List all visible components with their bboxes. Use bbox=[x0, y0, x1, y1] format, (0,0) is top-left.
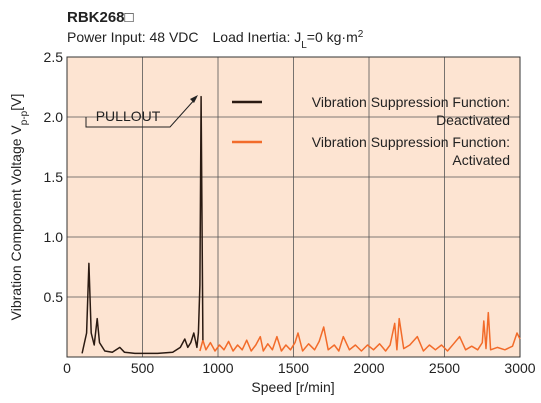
y-tick-label: 2.5 bbox=[44, 49, 64, 65]
x-tick-label: 3000 bbox=[504, 360, 535, 376]
text-part: =0 kg·m bbox=[307, 29, 358, 45]
annotation-leader bbox=[85, 97, 197, 128]
x-tick-label: 500 bbox=[131, 360, 155, 376]
x-axis-label: Speed [r/min] bbox=[251, 379, 334, 395]
x-tick-label: 2000 bbox=[353, 360, 384, 376]
y-axis-label: Vibration Component Voltage Vp-p[V] bbox=[8, 94, 30, 321]
plot-frame bbox=[66, 56, 521, 358]
y-tick-label: 1.5 bbox=[44, 169, 64, 185]
x-tick-label: 2500 bbox=[429, 360, 460, 376]
y-tick-label: 0.5 bbox=[44, 289, 64, 305]
text-part: L bbox=[301, 40, 307, 51]
y-tick-label: 2.0 bbox=[44, 109, 64, 125]
series-line bbox=[199, 311, 521, 352]
annotation: PULLOUT bbox=[96, 108, 161, 124]
text-part: Vibration Component Voltage V bbox=[8, 125, 24, 321]
y-tick-label: 1.0 bbox=[44, 229, 64, 245]
text-part: Power Input: 48 VDC Load Inertia: J bbox=[67, 29, 301, 45]
x-tick-label: 1500 bbox=[278, 360, 309, 376]
x-tick-label: 1000 bbox=[202, 360, 233, 376]
legend-label: Vibration Suppression Function: Activated bbox=[312, 134, 510, 168]
text-part: 2 bbox=[358, 29, 364, 40]
chart-title: RBK268□ bbox=[67, 9, 134, 26]
legend-label: Vibration Suppression Function: Deactivat… bbox=[312, 94, 510, 128]
series-line bbox=[81, 95, 204, 355]
x-tick-label: 0 bbox=[63, 360, 71, 376]
annotation-arrow bbox=[190, 95, 198, 103]
text-part: [V] bbox=[8, 94, 24, 111]
text-part: p-p bbox=[19, 110, 30, 125]
chart-subtitle: Power Input: 48 VDC Load Inertia: JL=0 k… bbox=[67, 29, 364, 51]
